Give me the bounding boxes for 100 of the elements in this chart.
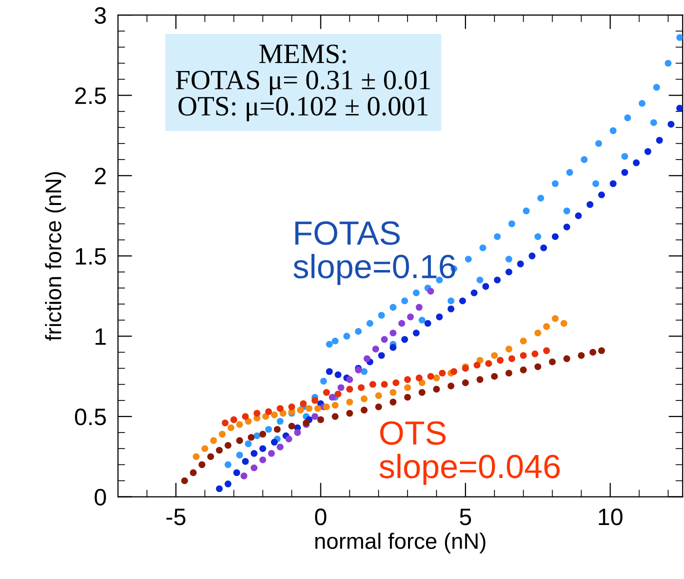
point — [610, 127, 617, 134]
point — [543, 323, 550, 330]
point — [259, 456, 266, 464]
point — [254, 410, 260, 417]
point — [280, 410, 286, 417]
point — [404, 394, 411, 401]
point — [236, 421, 244, 428]
point — [424, 320, 432, 327]
point — [380, 336, 388, 343]
point — [485, 360, 492, 367]
point — [338, 384, 344, 391]
point — [534, 330, 542, 336]
point — [676, 34, 683, 41]
point — [218, 430, 226, 438]
point — [448, 382, 454, 390]
point — [418, 316, 426, 324]
point — [248, 434, 255, 441]
point — [427, 372, 434, 380]
point — [563, 224, 570, 230]
point — [563, 355, 570, 362]
point — [459, 297, 466, 304]
point — [522, 208, 530, 214]
point — [470, 289, 478, 296]
point — [404, 384, 411, 391]
point — [401, 297, 408, 304]
point — [418, 379, 426, 386]
point — [366, 320, 374, 327]
point — [632, 159, 640, 166]
point — [250, 464, 258, 472]
point — [398, 320, 406, 327]
point — [390, 344, 396, 351]
point — [323, 403, 330, 410]
point — [332, 413, 339, 420]
point — [520, 338, 527, 344]
point — [476, 276, 484, 284]
annotation: MEMS: FOTAS μ= 0.31 ± 0.01 OTS: μ=0.102 ± 0.001 — [176, 44, 430, 122]
y-tick-label: 0.5 — [74, 408, 106, 426]
x-tick-label: 10 — [598, 508, 622, 526]
point — [505, 256, 512, 263]
point — [436, 314, 443, 320]
point — [274, 426, 281, 433]
point — [276, 405, 284, 412]
point — [265, 408, 272, 416]
point — [438, 370, 446, 377]
point — [668, 120, 674, 128]
point — [528, 252, 536, 260]
point — [505, 370, 512, 377]
point — [520, 352, 527, 359]
point — [334, 371, 342, 378]
point — [534, 233, 542, 240]
point — [491, 352, 498, 359]
point — [228, 424, 234, 432]
point — [548, 358, 556, 366]
point — [404, 376, 411, 383]
point — [505, 268, 512, 276]
point — [294, 429, 301, 436]
point — [222, 420, 229, 426]
point — [230, 416, 238, 424]
point — [464, 256, 472, 263]
point — [537, 194, 544, 202]
point — [236, 437, 244, 444]
point — [586, 201, 594, 208]
point — [326, 368, 333, 375]
point — [390, 398, 396, 406]
point — [233, 469, 240, 476]
point — [332, 402, 339, 409]
point — [297, 406, 304, 414]
point — [334, 390, 342, 398]
y-tick-label: 1.5 — [76, 248, 106, 265]
point — [589, 348, 596, 356]
x-tick-label: 5 — [460, 508, 472, 526]
point — [664, 60, 672, 67]
annotation: OTS slope=0.046 — [380, 421, 560, 485]
y-tick-label: 2 — [94, 168, 106, 184]
point — [192, 453, 200, 460]
point — [494, 276, 501, 284]
point — [427, 288, 434, 295]
point — [240, 472, 248, 480]
point — [412, 330, 420, 336]
point — [378, 312, 385, 319]
point — [578, 352, 585, 359]
point — [520, 366, 527, 374]
point — [621, 169, 628, 176]
point — [508, 220, 516, 228]
point — [476, 376, 484, 383]
point — [306, 405, 312, 412]
point — [270, 411, 278, 418]
point — [598, 191, 605, 198]
point — [216, 485, 223, 492]
point — [372, 346, 380, 352]
point — [380, 380, 388, 388]
point — [653, 84, 660, 91]
point — [482, 283, 490, 290]
point — [198, 461, 206, 468]
point — [375, 403, 382, 410]
point — [552, 315, 559, 322]
point — [392, 379, 400, 386]
point — [552, 180, 559, 188]
point — [595, 140, 602, 147]
y-tick-label: 3 — [94, 7, 106, 24]
